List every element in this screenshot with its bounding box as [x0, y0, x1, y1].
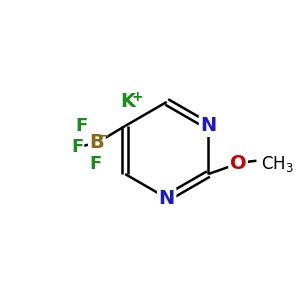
- Text: K: K: [121, 92, 136, 111]
- Text: −: −: [97, 129, 109, 143]
- Text: N: N: [159, 189, 175, 208]
- Text: F: F: [75, 117, 87, 135]
- Text: +: +: [131, 90, 143, 104]
- Text: F: F: [71, 138, 83, 156]
- Text: N: N: [200, 116, 217, 136]
- Text: B: B: [89, 134, 104, 152]
- Text: CH$_3$: CH$_3$: [261, 154, 293, 174]
- Text: F: F: [89, 155, 102, 173]
- Text: O: O: [230, 154, 246, 173]
